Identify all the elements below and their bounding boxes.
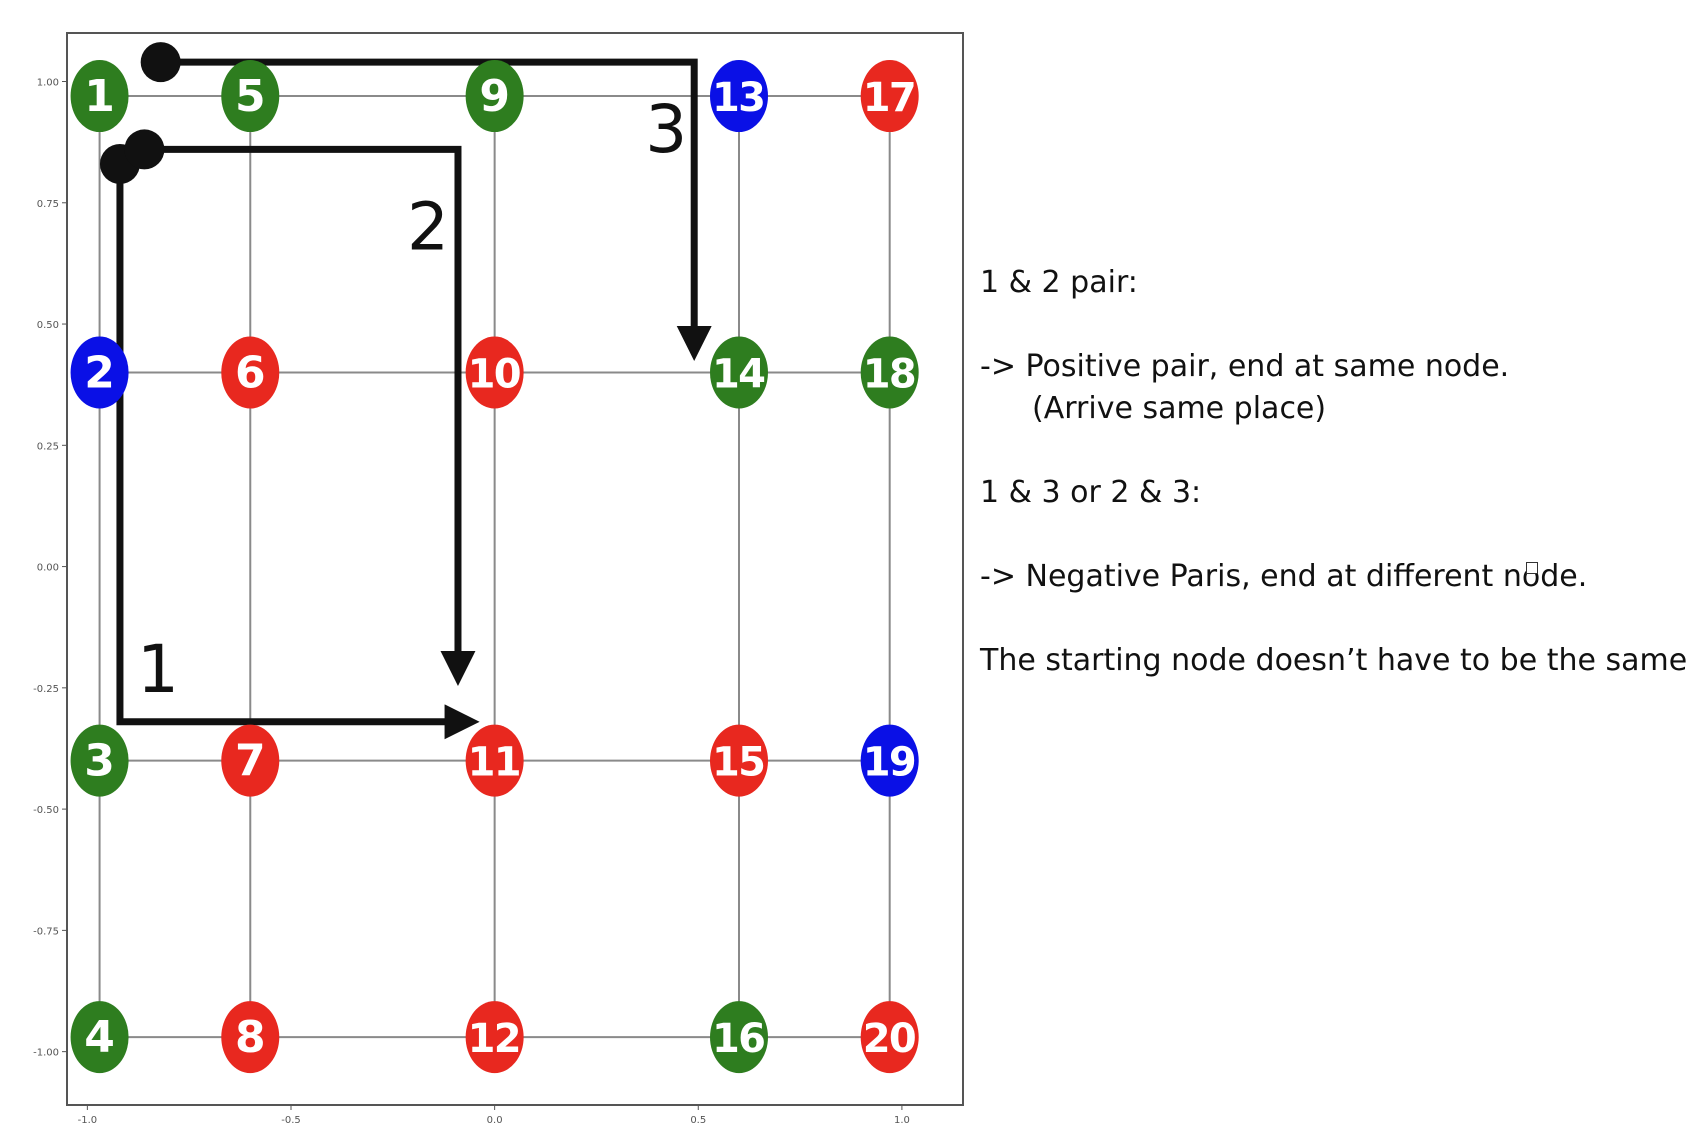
- y-tick-label: 0.25: [37, 441, 59, 452]
- graph-node: 17: [860, 60, 919, 133]
- node-label: 8: [235, 1012, 266, 1063]
- node-circle: [70, 1001, 129, 1074]
- graph-node: 14: [710, 336, 768, 409]
- graph-node: 19: [860, 724, 919, 797]
- graph-node: 12: [465, 1001, 524, 1074]
- node-circle: [710, 60, 768, 133]
- walk-path-3: 3: [140, 42, 712, 361]
- node-circle: [465, 60, 524, 133]
- node-label: 5: [235, 71, 266, 122]
- graph-node: 13: [710, 60, 768, 133]
- graph-node: 1: [70, 60, 129, 133]
- node-label: 20: [863, 1016, 917, 1062]
- graph-node: 7: [221, 724, 280, 797]
- graph-node: 3: [70, 724, 129, 797]
- graph-node: 4: [70, 1001, 129, 1074]
- graph-node: 10: [465, 336, 524, 409]
- walk-path-2: 2: [124, 129, 476, 686]
- node-label: 13: [712, 75, 766, 121]
- plot-frame: [66, 32, 964, 1106]
- node-circle: [860, 336, 919, 409]
- graph-node: 8: [221, 1001, 280, 1074]
- node-label: 7: [235, 736, 266, 787]
- node-label: 11: [468, 740, 522, 786]
- y-tick-label: 0.50: [37, 320, 59, 331]
- arrive-same-place-text: (Arrive same place): [1032, 391, 1327, 426]
- walk-path-label: 1: [137, 631, 179, 708]
- node-label: 15: [712, 740, 766, 786]
- graph-node: 5: [221, 60, 280, 133]
- starting-node-note: The starting node doesn’t have to be the…: [980, 643, 1688, 678]
- node-label: 1: [84, 71, 115, 122]
- walk-path-line: [160, 58, 712, 361]
- walk-start-dot: [140, 42, 181, 83]
- y-tick-label: 0.00: [37, 563, 59, 574]
- node-label: 10: [468, 352, 522, 398]
- node-circle: [860, 1001, 919, 1074]
- node-circle: [221, 60, 280, 133]
- node-label: 18: [863, 352, 917, 398]
- positive-pair-text: -> Positive pair, end at same node.: [980, 349, 1510, 384]
- node-circle: [70, 60, 129, 133]
- y-tick-label: 0.75: [37, 199, 59, 210]
- node-label: 2: [84, 348, 115, 399]
- y-tick-label: -1.00: [33, 1048, 59, 1059]
- walk-path-label: 3: [645, 91, 687, 168]
- walk-path-line: [144, 145, 476, 686]
- node-circle: [221, 336, 280, 409]
- y-tick-label: -0.25: [33, 684, 59, 695]
- graph-node: 18: [860, 336, 919, 409]
- y-tick-label: -0.75: [33, 926, 59, 937]
- walk-path-label: 2: [407, 188, 449, 265]
- node-circle: [70, 336, 129, 409]
- x-tick-label: 0.5: [690, 1115, 706, 1126]
- y-tick-label: 1.00: [37, 78, 59, 89]
- graph-node: 2: [70, 336, 129, 409]
- node-label: 16: [712, 1016, 766, 1062]
- node-circle: [465, 1001, 524, 1074]
- graph-node: 16: [710, 1001, 768, 1074]
- graph-node: 11: [465, 724, 524, 797]
- walk-start-dot: [124, 129, 165, 170]
- node-circle: [710, 724, 768, 797]
- x-tick-label: 0.0: [487, 1115, 503, 1126]
- pair-1-2-heading: 1 & 2 pair:: [980, 265, 1138, 300]
- node-circle: [860, 724, 919, 797]
- node-circle: [465, 724, 524, 797]
- explanation-panel: 1 & 2 pair: -> Positive pair, end at sam…: [980, 262, 1688, 682]
- node-label: 19: [863, 740, 917, 786]
- node-label: 12: [468, 1016, 522, 1062]
- node-label: 4: [84, 1012, 115, 1063]
- node-circle: [710, 336, 768, 409]
- cursor-box-icon: [1526, 562, 1538, 574]
- node-circle: [465, 336, 524, 409]
- node-label: 14: [712, 352, 766, 398]
- graph-node: 9: [465, 60, 524, 133]
- node-circle: [710, 1001, 768, 1074]
- node-circle: [70, 724, 129, 797]
- x-tick-label: -0.5: [281, 1115, 301, 1126]
- graph-node: 20: [860, 1001, 919, 1074]
- negative-pair-text: -> Negative Paris, end at different node…: [980, 559, 1588, 594]
- node-label: 17: [863, 75, 917, 121]
- x-tick-label: -1.0: [78, 1115, 98, 1126]
- node-label: 3: [84, 736, 115, 787]
- node-label: 9: [479, 71, 510, 122]
- node-circle: [860, 60, 919, 133]
- node-circle: [221, 724, 280, 797]
- graph-node: 6: [221, 336, 280, 409]
- x-tick-label: 1.0: [894, 1115, 910, 1126]
- y-tick-label: -0.50: [33, 805, 59, 816]
- node-circle: [221, 1001, 280, 1074]
- node-label: 6: [235, 348, 266, 399]
- pair-1-3-2-3-heading: 1 & 3 or 2 & 3:: [980, 475, 1202, 510]
- graph-node: 15: [710, 724, 768, 797]
